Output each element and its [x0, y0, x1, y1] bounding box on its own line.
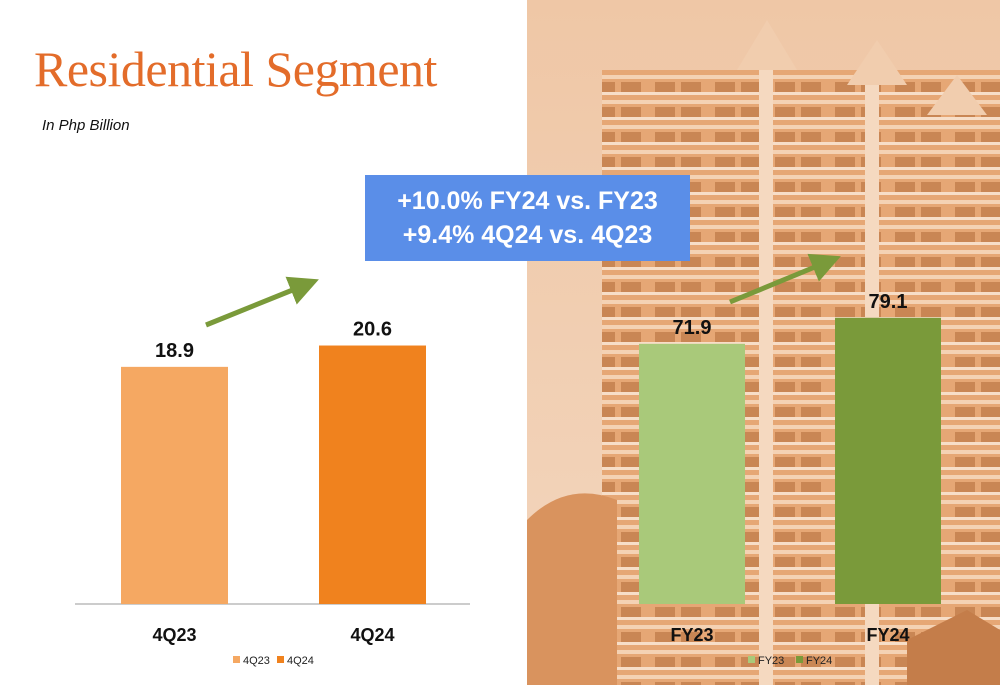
slide-subtitle: In Php Billion [42, 117, 130, 134]
bar-fy24 [835, 317, 941, 604]
data-label-fy23: 71.9 [673, 317, 712, 339]
data-label-fy24: 79.1 [869, 291, 908, 313]
legend-swatch-fy23 [748, 656, 755, 663]
trend-arrow-left [205, 276, 319, 328]
growth-callout: +10.0% FY24 vs. FY23 +9.4% 4Q24 vs. 4Q23 [365, 175, 690, 261]
category-label-fy23: FY23 [670, 625, 713, 645]
bar-4q24 [319, 345, 426, 604]
category-label-4q23: 4Q23 [152, 625, 196, 645]
legend-swatch-4q23 [233, 656, 240, 663]
data-label-4q23: 18.9 [155, 340, 194, 362]
callout-line-fy: +10.0% FY24 vs. FY23 [397, 187, 658, 215]
bar-4q23 [121, 366, 228, 604]
legend-label-4q23: 4Q23 [243, 655, 270, 667]
legend-label-4q24: 4Q24 [287, 655, 314, 667]
category-label-fy24: FY24 [866, 625, 909, 645]
legend-swatch-fy24 [796, 656, 803, 663]
legend-swatch-4q24 [277, 656, 284, 663]
legend-label-fy23: FY23 [758, 655, 784, 667]
data-label-4q24: 20.6 [353, 319, 392, 341]
slide-title: Residential Segment [34, 41, 437, 97]
trend-arrow-right [729, 253, 841, 305]
bar-fy23 [639, 343, 745, 604]
legend-label-fy24: FY24 [806, 655, 832, 667]
callout-line-quarter: +9.4% 4Q24 vs. 4Q23 [402, 221, 653, 249]
category-label-4q24: 4Q24 [350, 625, 394, 645]
